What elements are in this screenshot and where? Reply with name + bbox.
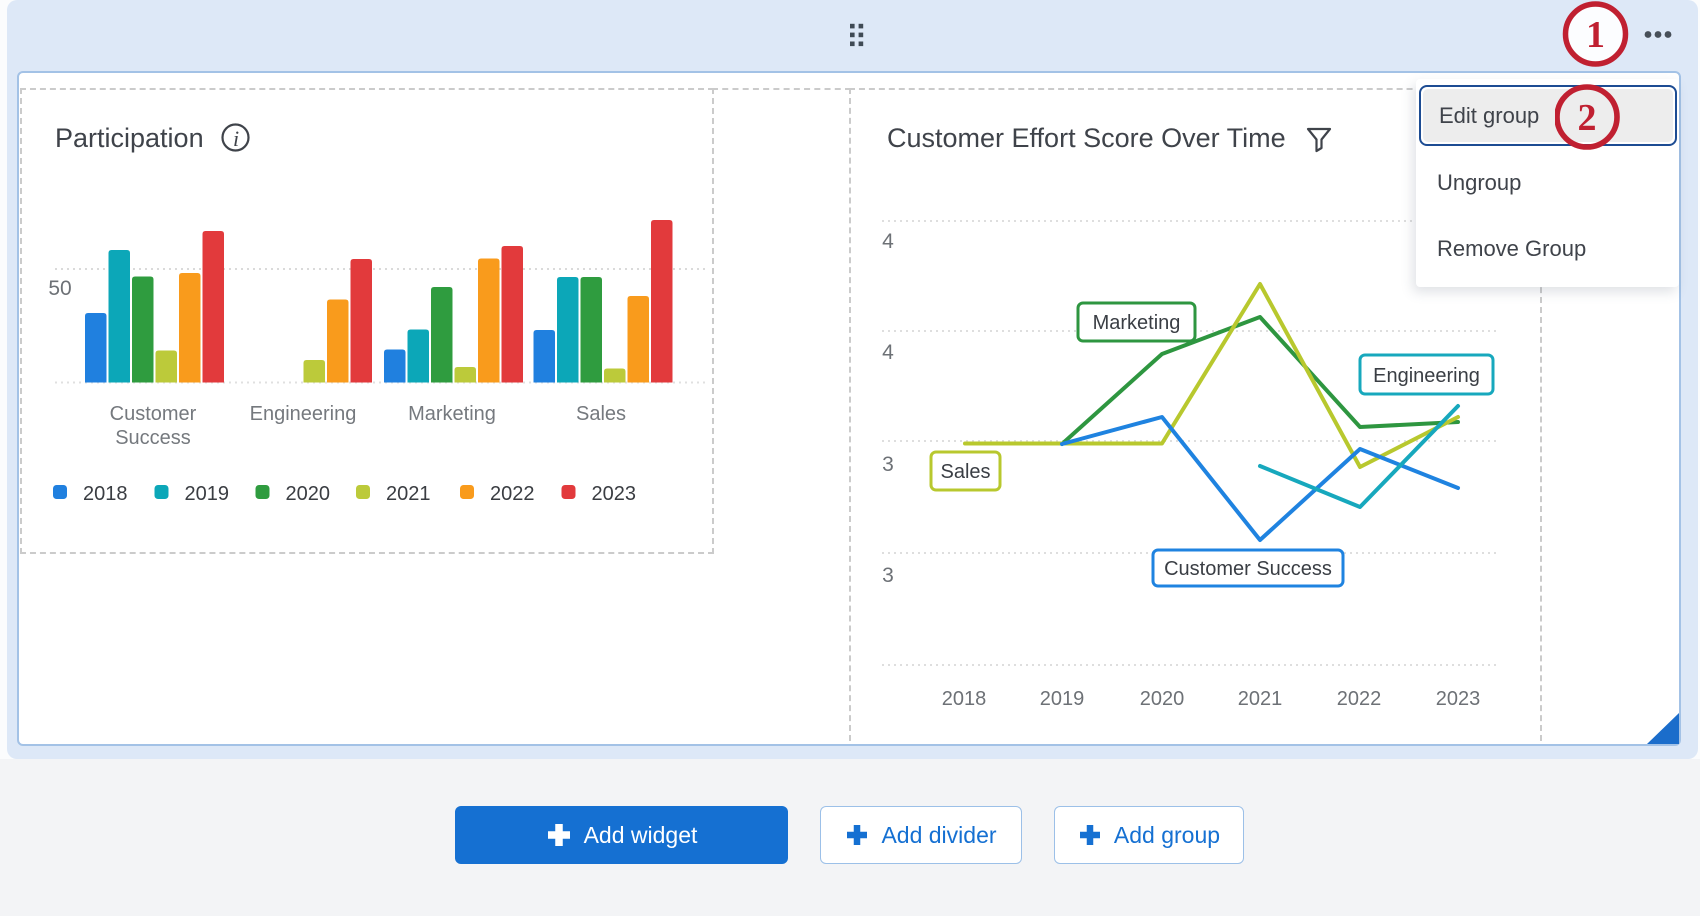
svg-text:Marketing: Marketing	[408, 403, 496, 425]
svg-text:2021: 2021	[1238, 688, 1283, 710]
svg-text:2022: 2022	[490, 483, 535, 505]
svg-text:2020: 2020	[1140, 688, 1185, 710]
svg-text:2019: 2019	[1040, 688, 1085, 710]
svg-text:Customer Success: Customer Success	[1164, 558, 1332, 580]
svg-text:2022: 2022	[1337, 688, 1382, 710]
svg-text:4: 4	[882, 230, 894, 253]
svg-text:2023: 2023	[592, 483, 637, 505]
svg-text:i: i	[233, 126, 239, 151]
svg-text:2019: 2019	[185, 483, 230, 505]
svg-text:Success: Success	[115, 427, 191, 449]
svg-text:2021: 2021	[386, 483, 431, 505]
svg-text:2023: 2023	[1436, 688, 1481, 710]
svg-text:50: 50	[48, 277, 71, 300]
svg-text:2018: 2018	[942, 688, 987, 710]
svg-text:2: 2	[1578, 97, 1597, 139]
svg-text:2020: 2020	[286, 483, 331, 505]
svg-text:Engineering: Engineering	[250, 403, 357, 425]
svg-text:Marketing: Marketing	[1093, 312, 1181, 334]
svg-text:Sales: Sales	[576, 403, 626, 425]
svg-text:Engineering: Engineering	[1373, 365, 1480, 387]
svg-text:2018: 2018	[83, 483, 128, 505]
svg-text:1: 1	[1586, 14, 1605, 56]
svg-text:Customer: Customer	[110, 403, 197, 425]
svg-text:3: 3	[882, 453, 894, 476]
svg-text:Sales: Sales	[940, 461, 990, 483]
svg-text:4: 4	[882, 341, 894, 364]
svg-text:3: 3	[882, 564, 894, 587]
